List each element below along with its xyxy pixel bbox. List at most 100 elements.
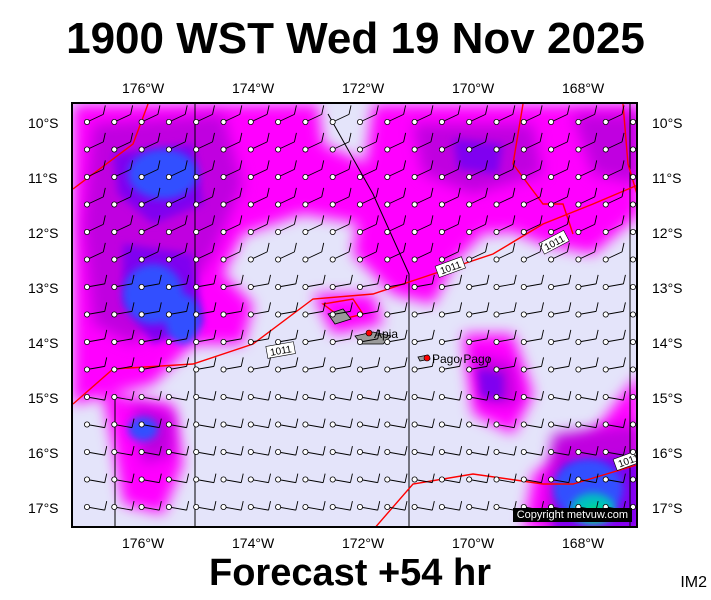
wind-barb <box>193 274 217 290</box>
lat-label-right-15: 15°S <box>652 390 683 406</box>
wind-barb <box>165 187 188 208</box>
wind-barb <box>193 160 215 181</box>
wind-barb <box>466 329 490 345</box>
wind-barb <box>602 132 625 153</box>
wind-barb <box>220 242 243 263</box>
wind-barb <box>548 160 570 181</box>
wind-barb <box>329 501 353 511</box>
wind-barb <box>520 329 544 345</box>
wind-barb <box>411 446 435 456</box>
wind-barb <box>548 473 572 484</box>
wind-barb <box>138 391 162 401</box>
wind-barb <box>247 215 270 236</box>
wind-barb <box>438 501 463 511</box>
wind-barb <box>548 132 570 153</box>
wind-barb <box>329 242 352 263</box>
wind-barb <box>220 473 244 484</box>
wind-barb <box>165 242 188 263</box>
place-markers: Apia Pago Pago <box>365 327 492 366</box>
wind-barb <box>138 105 161 125</box>
wind-barb <box>247 473 271 484</box>
wind-barb <box>438 132 461 153</box>
wind-barb <box>83 418 108 429</box>
wind-barb <box>329 187 352 208</box>
wind-barb <box>630 146 636 153</box>
wind-barb <box>466 418 490 429</box>
wind-barb <box>520 132 543 153</box>
wind-barb <box>575 302 599 318</box>
wind-barb <box>466 215 488 236</box>
wind-barb <box>247 302 271 318</box>
wind-barb <box>83 132 106 153</box>
wind-barb <box>411 160 434 181</box>
wind-barb <box>302 391 326 401</box>
wind-barb <box>575 105 598 125</box>
wind-barb <box>83 473 108 484</box>
wind-barb <box>83 215 106 236</box>
wind-barb <box>520 446 544 456</box>
wind-barb <box>602 446 626 456</box>
wind-barb <box>520 242 543 263</box>
wind-barb <box>220 274 244 290</box>
wind-barb <box>466 446 490 456</box>
wind-barb <box>602 391 626 401</box>
wind-barb <box>548 418 572 429</box>
wind-barb <box>247 329 271 345</box>
wind-barb <box>602 160 625 181</box>
wind-barb <box>384 418 408 429</box>
wind-barb <box>466 187 488 208</box>
wind-barb <box>493 329 517 345</box>
wind-barb <box>275 132 297 153</box>
wind-barb <box>384 215 407 236</box>
wind-barb <box>630 201 636 208</box>
wind-barb <box>384 132 407 153</box>
wind-barb <box>411 274 435 290</box>
wind-barb <box>83 160 106 181</box>
wind-barb <box>138 418 162 429</box>
wind-barb <box>493 215 516 236</box>
wind-barb <box>630 421 636 428</box>
wind-barb <box>329 357 353 373</box>
wind-barb <box>329 274 353 290</box>
wind-barb <box>630 449 636 455</box>
wind-barb <box>575 132 598 153</box>
lat-label-right-10: 10°S <box>652 115 683 131</box>
wind-barb <box>630 174 636 180</box>
map-canvas: 1011 1011 1011 1011 Api <box>73 104 636 526</box>
wind-barb <box>247 501 271 511</box>
wind-barb <box>520 105 543 125</box>
wind-barb <box>193 105 215 125</box>
weather-map: 1011 1011 1011 1011 Api <box>71 102 638 528</box>
wind-barb <box>630 394 636 400</box>
wind-barb <box>520 215 543 236</box>
wind-barb <box>329 215 352 236</box>
wind-barb <box>247 446 271 456</box>
wind-barb <box>548 242 570 263</box>
wind-barb <box>302 132 325 153</box>
wind-barb <box>247 242 270 263</box>
wind-barb <box>356 473 381 484</box>
wind-barb <box>302 160 325 181</box>
wind-barb <box>165 215 188 236</box>
wind-barb <box>165 329 190 345</box>
wind-barb <box>575 215 598 236</box>
apia-marker <box>365 329 373 337</box>
wind-barb <box>247 391 271 401</box>
wind-barb <box>411 105 434 125</box>
wind-barb <box>165 501 190 511</box>
wind-barb <box>275 329 299 345</box>
lat-label-left-12: 12°S <box>28 225 59 241</box>
wind-barb <box>466 391 490 401</box>
wind-barb <box>493 242 516 263</box>
lon-label-top-168: 168°W <box>562 80 605 96</box>
wind-barb <box>138 357 162 373</box>
wind-barb <box>193 391 217 401</box>
wind-barb <box>575 329 599 345</box>
pago-pago-label: Pago Pago <box>432 352 492 366</box>
wind-barb <box>575 160 598 181</box>
wind-barb <box>548 302 572 318</box>
wind-barb <box>111 446 135 456</box>
pago-pago-marker <box>423 354 431 362</box>
wind-barb <box>138 242 161 263</box>
wind-barb <box>111 501 135 511</box>
